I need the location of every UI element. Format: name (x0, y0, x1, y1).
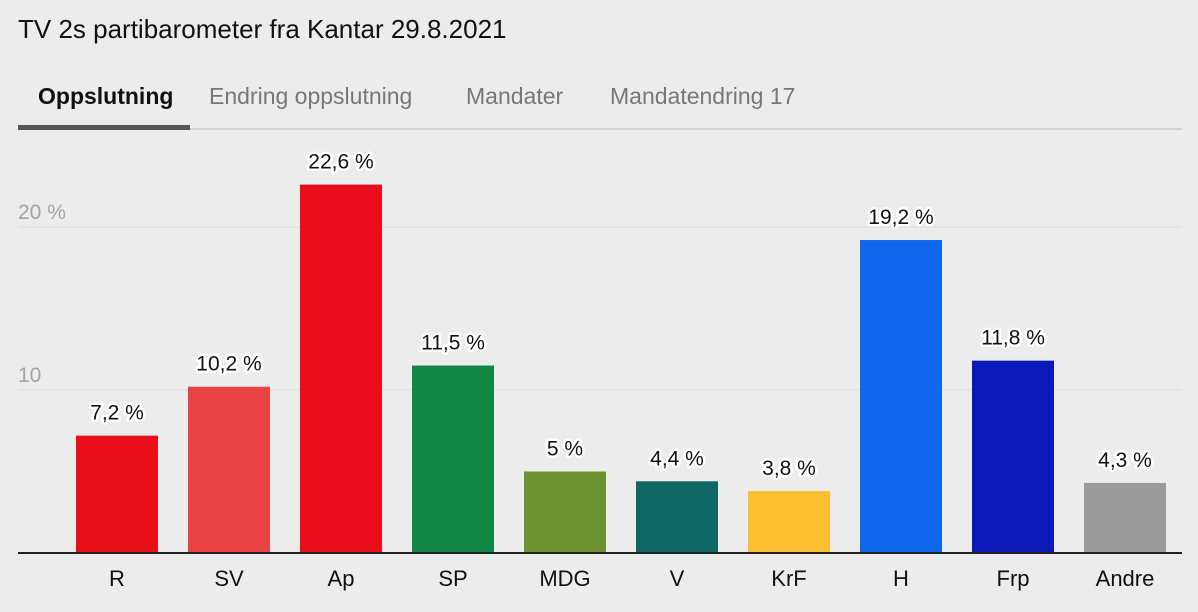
data-label: 5 % (547, 438, 583, 461)
y-tick-label: 10 (18, 364, 41, 387)
tab-bar: Oppslutning Endring oppslutning Mandater… (18, 80, 1182, 130)
chart-title: TV 2s partibarometer fra Kantar 29.8.202… (18, 14, 507, 44)
bar (300, 184, 382, 553)
x-tick-label: KrF (771, 566, 806, 591)
data-label: 22,6 % (308, 151, 373, 174)
bar (748, 491, 830, 553)
bar (1084, 482, 1166, 553)
active-tab-indicator (18, 125, 190, 130)
x-tick-label: Andre (1096, 566, 1155, 591)
data-label: 19,2 % (868, 206, 933, 229)
x-tick-label: R (109, 566, 125, 591)
data-label: 3,8 % (762, 457, 816, 480)
bar (524, 471, 606, 553)
data-label: 4,4 % (650, 447, 704, 470)
data-label: 10,2 % (196, 353, 261, 376)
data-label: 7,2 % (90, 402, 144, 425)
tab-mandatendring[interactable]: Mandatendring 17 (610, 83, 796, 109)
x-tick-label: H (893, 566, 909, 591)
x-tick-label: MDG (539, 566, 590, 591)
data-label: 11,8 % (981, 327, 1045, 350)
x-tick-label: SV (214, 566, 244, 591)
x-tick-label: SP (438, 566, 467, 591)
x-tick-label: Ap (328, 566, 355, 591)
bar (972, 360, 1054, 553)
data-label: 11,5 % (421, 332, 485, 355)
data-label: 4,3 % (1098, 449, 1152, 472)
bar (188, 386, 270, 553)
bar (76, 435, 158, 553)
tab-oppslutning[interactable]: Oppslutning (38, 83, 174, 109)
tab-endring-oppslutning[interactable]: Endring oppslutning (209, 83, 413, 109)
bar (860, 240, 942, 554)
x-tick-label: Frp (997, 566, 1030, 591)
y-tick-label: 20 % (18, 201, 66, 224)
bar (412, 365, 494, 553)
bar (636, 481, 718, 553)
tab-mandater[interactable]: Mandater (466, 83, 564, 109)
x-tick-label: V (670, 566, 685, 591)
